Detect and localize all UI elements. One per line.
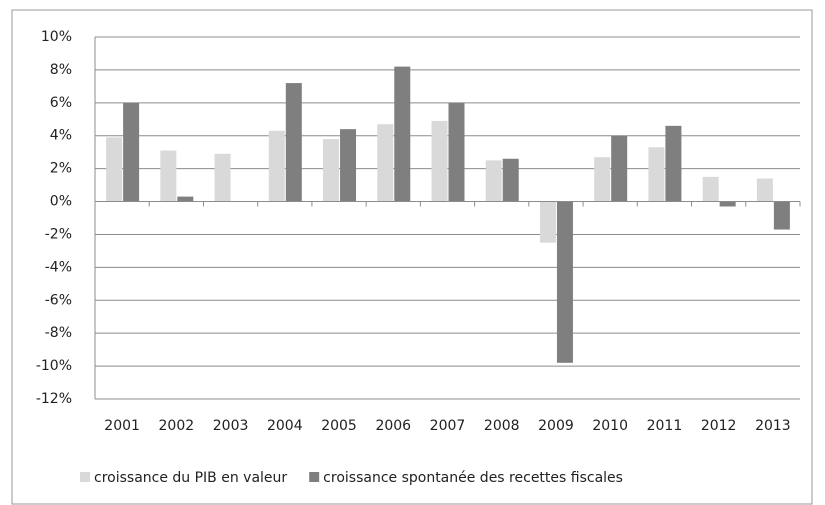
bar xyxy=(160,150,177,202)
y-tick-label: -12% xyxy=(36,391,72,407)
bar xyxy=(285,83,302,202)
bar xyxy=(539,201,556,243)
x-tick-label: 2013 xyxy=(755,418,791,434)
bar xyxy=(556,201,573,363)
bar xyxy=(773,201,790,230)
bar xyxy=(594,157,611,202)
y-tick-label: 4% xyxy=(50,128,72,144)
bar xyxy=(214,153,231,202)
bar xyxy=(648,147,665,202)
y-tick-label: -8% xyxy=(45,325,72,341)
bar xyxy=(719,201,736,207)
legend-label: croissance du PIB en valeur xyxy=(94,470,287,486)
bar xyxy=(485,160,502,202)
y-tick-label: 6% xyxy=(50,95,72,111)
x-tick-label: 2003 xyxy=(213,418,249,434)
y-tick-label: 0% xyxy=(50,194,72,210)
x-tick-label: 2011 xyxy=(647,418,683,434)
x-tick-label: 2007 xyxy=(430,418,466,434)
x-tick-label: 2005 xyxy=(321,418,357,434)
legend-swatch xyxy=(309,472,320,482)
bar xyxy=(394,66,411,202)
bar xyxy=(268,130,285,202)
bar xyxy=(377,124,394,202)
y-tick-label: 8% xyxy=(50,62,72,78)
bar xyxy=(340,129,357,202)
y-tick-label: 2% xyxy=(50,161,72,177)
x-tick-label: 2001 xyxy=(104,418,140,434)
y-tick-label: -6% xyxy=(45,292,72,308)
x-tick-label: 2009 xyxy=(538,418,574,434)
x-tick-label: 2012 xyxy=(701,418,737,434)
y-tick-label: 10% xyxy=(41,29,72,45)
x-tick-label: 2010 xyxy=(592,418,628,434)
x-tick-label: 2002 xyxy=(159,418,195,434)
chart-frame xyxy=(11,9,813,505)
legend-swatch xyxy=(80,472,90,482)
x-tick-label: 2008 xyxy=(484,418,520,434)
bar xyxy=(702,176,719,202)
y-tick-label: -4% xyxy=(45,259,72,275)
bar xyxy=(123,102,140,202)
bar xyxy=(502,158,519,202)
legend-label: croissance spontanée des recettes fiscal… xyxy=(323,470,623,486)
bar xyxy=(448,102,465,202)
bar xyxy=(106,137,123,202)
bar xyxy=(611,135,628,202)
bar xyxy=(323,139,340,202)
x-tick-label: 2006 xyxy=(375,418,411,434)
y-tick-label: -2% xyxy=(45,226,72,242)
bar xyxy=(177,196,194,202)
x-tick-label: 2004 xyxy=(267,418,303,434)
bar xyxy=(431,120,448,202)
bar xyxy=(756,178,773,202)
y-tick-label: -10% xyxy=(36,358,72,374)
bar xyxy=(665,125,682,202)
